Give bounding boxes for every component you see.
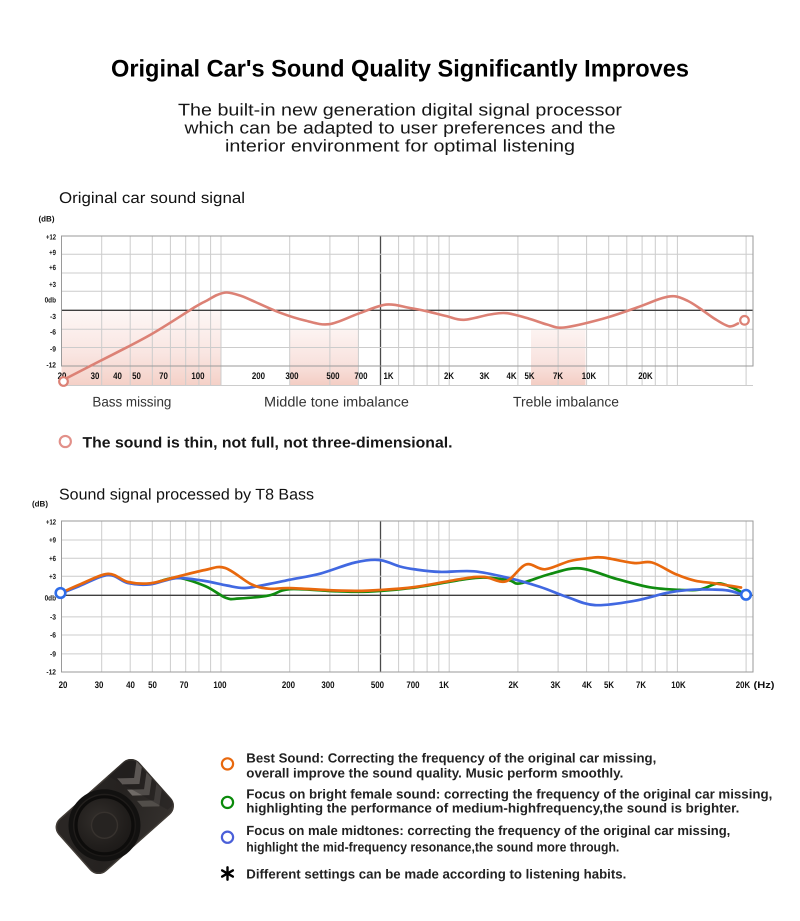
svg-text:100: 100: [191, 371, 204, 382]
svg-text:+9: +9: [49, 536, 56, 545]
svg-text:Middle tone imbalance: Middle tone imbalance: [264, 394, 409, 410]
svg-text:+6: +6: [49, 554, 56, 563]
svg-text:30: 30: [91, 371, 100, 382]
svg-text:-3: -3: [50, 613, 56, 622]
svg-text:-9: -9: [50, 650, 56, 659]
svg-text:70: 70: [159, 371, 168, 382]
svg-text:200: 200: [282, 680, 295, 691]
svg-text:Focus on bright female sound:: Focus on bright female sound: correcting…: [246, 787, 772, 802]
svg-text:700: 700: [354, 371, 367, 382]
svg-text:10K: 10K: [582, 371, 597, 382]
svg-text:+6: +6: [49, 263, 56, 272]
svg-text:+3: +3: [49, 280, 56, 289]
svg-text:+12: +12: [46, 233, 56, 242]
svg-text:+9: +9: [49, 248, 56, 257]
svg-text:4K: 4K: [582, 680, 592, 691]
svg-text:300: 300: [321, 680, 334, 691]
svg-text:3K: 3K: [480, 371, 490, 382]
svg-text:Original Car's Sound Quality S: Original Car's Sound Quality Significant…: [111, 56, 689, 83]
svg-text:40: 40: [126, 680, 135, 691]
svg-text:4K: 4K: [507, 371, 517, 382]
svg-text:-3: -3: [50, 312, 56, 321]
svg-text:Bass missing: Bass missing: [92, 394, 171, 410]
svg-text:-6: -6: [50, 328, 56, 337]
svg-text:-6: -6: [50, 631, 56, 640]
svg-text:-12: -12: [46, 361, 56, 370]
svg-text:1K: 1K: [439, 680, 449, 691]
svg-text:Sound signal processed by T8 B: Sound signal processed by T8 Bass: [59, 487, 314, 504]
svg-text:200: 200: [252, 371, 265, 382]
svg-text:20K: 20K: [638, 371, 653, 382]
svg-text:40: 40: [113, 371, 122, 382]
svg-text:500: 500: [371, 680, 384, 691]
svg-text:(dB): (dB): [32, 500, 48, 509]
svg-text:5K: 5K: [604, 680, 614, 691]
svg-text:700: 700: [406, 680, 419, 691]
svg-text:Treble imbalance: Treble imbalance: [513, 394, 619, 410]
svg-text:The built-in new generation di: The built-in new generation digital sign…: [178, 100, 622, 119]
svg-text:overall improve the sound qual: overall improve the sound quality. Music…: [246, 766, 623, 781]
svg-text:(Hz): (Hz): [754, 680, 775, 691]
svg-text:7K: 7K: [553, 371, 563, 382]
svg-text:The sound is thin, not full, n: The sound is thin, not full, not three-d…: [83, 434, 453, 451]
svg-text:0db: 0db: [45, 594, 57, 603]
svg-text:300: 300: [285, 371, 298, 382]
svg-text:which can be adapted to user p: which can be adapted to user preferences…: [183, 118, 615, 137]
svg-text:5K: 5K: [525, 371, 535, 382]
svg-text:Original car sound signal: Original car sound signal: [59, 190, 245, 207]
svg-text:500: 500: [326, 371, 339, 382]
svg-text:50: 50: [132, 371, 141, 382]
svg-text:100: 100: [213, 680, 226, 691]
svg-text:30: 30: [95, 680, 104, 691]
svg-text:interior environment for optim: interior environment for optimal listeni…: [225, 136, 575, 155]
svg-text:10K: 10K: [671, 680, 686, 691]
svg-text:-12: -12: [46, 668, 56, 677]
svg-text:highlight the mid-frequency re: highlight the mid-frequency resonance,th…: [246, 840, 619, 855]
svg-text:0db: 0db: [45, 296, 57, 305]
svg-text:Best Sound: Correcting the fre: Best Sound: Correcting the frequency of …: [246, 751, 656, 766]
svg-text:(dB): (dB): [39, 215, 55, 224]
svg-text:3K: 3K: [551, 680, 561, 691]
svg-text:2K: 2K: [444, 371, 454, 382]
svg-text:1K: 1K: [384, 371, 394, 382]
svg-text:highlighting the performance o: highlighting the performance of medium-h…: [246, 801, 739, 816]
svg-text:50: 50: [148, 680, 157, 691]
svg-text:-9: -9: [50, 345, 56, 354]
svg-text:7K: 7K: [636, 680, 646, 691]
svg-text:Focus on male midtones: correc: Focus on male midtones: correcting the f…: [246, 823, 730, 838]
svg-text:20: 20: [59, 680, 68, 691]
svg-text:+3: +3: [49, 572, 56, 581]
svg-text:Different settings can be made: Different settings can be made according…: [246, 867, 626, 882]
svg-text:70: 70: [180, 680, 189, 691]
svg-text:20K: 20K: [736, 680, 751, 691]
svg-text:2K: 2K: [509, 680, 519, 691]
svg-text:+12: +12: [46, 518, 56, 527]
